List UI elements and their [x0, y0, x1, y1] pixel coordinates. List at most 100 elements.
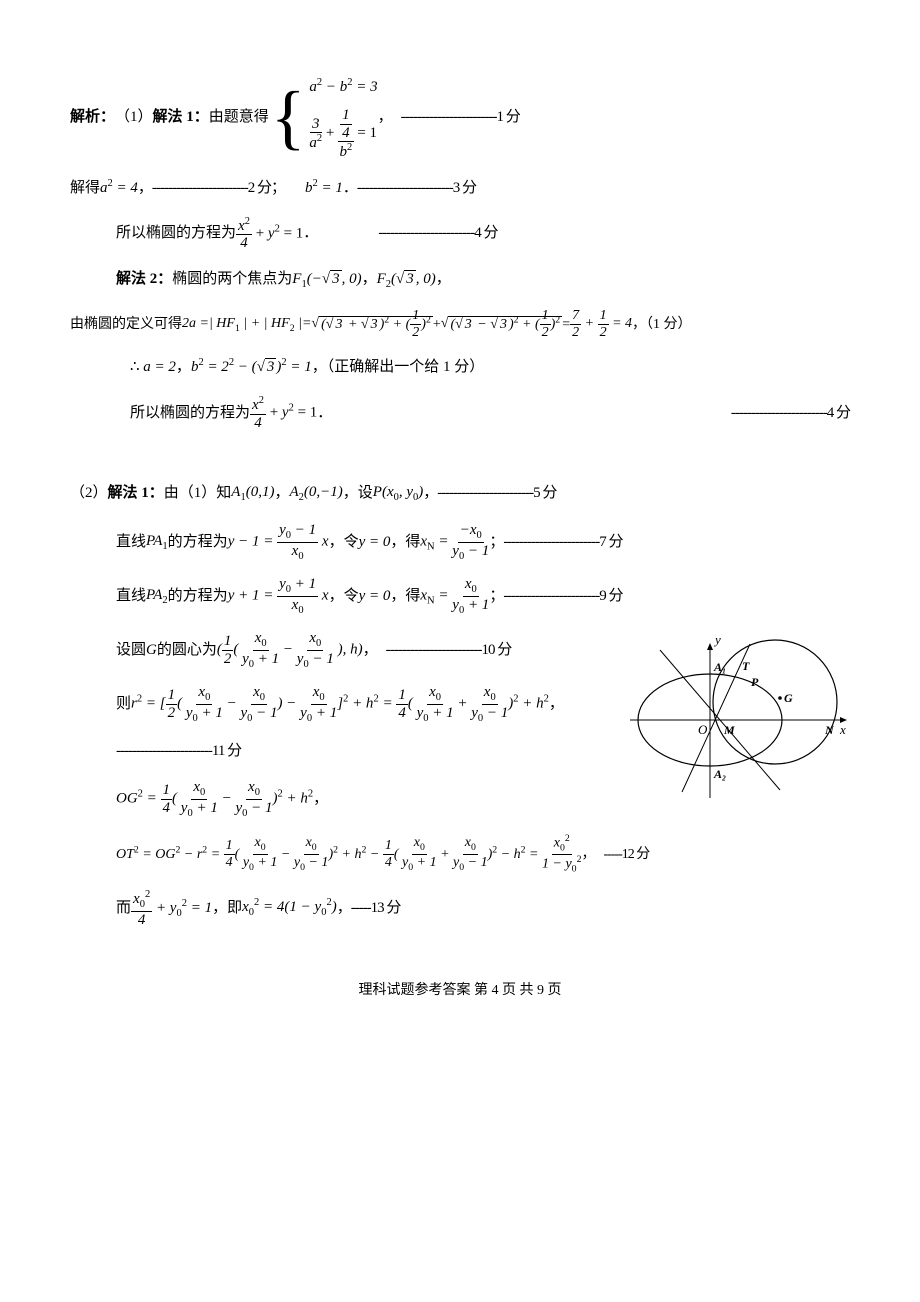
text-let-y0: ，令: [329, 529, 359, 556]
score-13: ，-----13 分: [337, 895, 401, 922]
comma-8a: ，: [274, 480, 289, 507]
label-T: T: [742, 659, 750, 673]
b-squared: b2 = 1: [305, 175, 343, 202]
score-12: -----12 分: [603, 842, 649, 867]
comma-13: ，: [313, 786, 328, 813]
text-solve: 解得: [70, 175, 100, 202]
label-M: M: [723, 723, 735, 737]
label-analysis: 解析：: [70, 104, 115, 131]
line-9: 直线 PA1 的方程为 y − 1 = y0 − 1x0 x ，令 y = 0 …: [70, 522, 850, 562]
text-foci: 椭圆的两个焦点为: [172, 266, 292, 293]
text-get: ，得: [390, 529, 420, 556]
pa1: PA1: [146, 528, 168, 557]
line-12b: ------------------------11 分: [70, 738, 610, 765]
text-center: 的圆心为: [157, 637, 217, 664]
comma-4a: ，: [362, 266, 377, 293]
center-expr: (12( x0y0 + 1 − x0y0 − 1 ), h): [217, 630, 363, 670]
line-6: ∴ a = 2 ， b2 = 22 − (√3)2 = 1 ，（正确解出一个给 …: [70, 354, 850, 381]
line-14: OT2 = OG2 − r2 = 14( x0y0 + 1 − x0y0 − 1…: [70, 834, 850, 875]
label-A1: A₁: [713, 660, 726, 674]
label-y: y: [713, 632, 721, 647]
pa1-eq: y − 1 = y0 − 1x0 x: [228, 522, 329, 562]
method-2: 解法 2：: [116, 266, 172, 293]
score-4: ------------------------4 分: [378, 220, 497, 247]
y-zero: y = 0: [359, 529, 391, 556]
line-1: 解析： （1） 解法 1： 由题意得 { a2 − b2 = 3 3a2 + 1…: [70, 74, 850, 161]
sqrt-1: √(√3 + √3)2 + (12)2: [311, 308, 432, 340]
eq-2a: 2a =| HF1 | + | HF2 |=: [182, 311, 311, 337]
page-footer: 理科试题参考答案 第 4 页 共 9 页: [70, 978, 850, 1003]
geometry-diagram: y x O A₁ A₂ T P G M N: [620, 630, 850, 810]
therefore-a: ∴ a = 2: [130, 354, 176, 381]
ellipse-cond: x024 + y02 = 1: [131, 889, 212, 928]
g-letter: G: [146, 637, 157, 664]
sqrt-2: √(√3 − √3)2 + (12)2: [441, 308, 562, 340]
text-ellipse-eq: 所以椭圆的方程为: [116, 220, 236, 247]
label-A2: A₂: [713, 767, 726, 781]
text-from-1: 由（1）知: [164, 480, 232, 507]
note-1pt: ，（正确解出一个给 1 分）: [312, 354, 485, 381]
text-eq-of-2: 的方程为: [168, 583, 228, 610]
system-equations: a2 − b2 = 3 3a2 + 14 b2 = 1: [309, 74, 377, 161]
x0-squared: x02 = 4(1 − y02): [242, 894, 337, 923]
pa2-eq: y + 1 = y0 + 1x0 x: [228, 576, 329, 616]
r-squared: r2 = [12( x0y0 + 1 − x0y0 − 1) − x0y0 + …: [131, 684, 549, 724]
label-x: x: [839, 722, 846, 737]
text-definition: 由椭圆的定义可得: [70, 312, 182, 337]
score-3: ．------------------------3 分: [343, 175, 476, 202]
text-let-y0-2: ，令: [329, 583, 359, 610]
text-and: 而: [116, 895, 131, 922]
score-7: ；------------------------7 分: [489, 529, 622, 556]
period-7: ．: [317, 400, 332, 427]
part-2: （2）: [70, 480, 108, 507]
ellipse-equation: x24 + y2 = 1: [236, 216, 303, 252]
score-9: ；------------------------9 分: [489, 583, 622, 610]
footer-text: 理科试题参考答案 第 4 页 共 9 页: [359, 983, 562, 998]
label-G: G: [784, 691, 793, 705]
text-get-2: ，得: [390, 583, 420, 610]
a-squared: a2 = 4: [100, 175, 138, 202]
score-11: ------------------------11 分: [116, 738, 241, 765]
ellipse-equation-2: x24 + y2 = 1: [250, 395, 317, 431]
score-10: ------------------------10 分: [386, 637, 512, 664]
comma-14: ，: [581, 842, 595, 867]
comma-11: ，: [363, 637, 378, 664]
label-N: N: [824, 723, 835, 737]
text-ie: ，即: [212, 895, 242, 922]
line-7: 所以椭圆的方程为 x24 + y2 = 1 ． ----------------…: [70, 395, 850, 431]
ot-squared: OT2 = OG2 − r2 = 14( x0y0 + 1 − x0y0 − 1…: [116, 834, 581, 875]
line-5: 由椭圆的定义可得 2a =| HF1 | + | HF2 |= √(√3 + √…: [70, 308, 850, 340]
period: ．: [303, 220, 318, 247]
f1: F1(−√3, 0): [292, 266, 361, 295]
f2: F2(√3, 0): [377, 266, 436, 295]
frac-72: 72 + 12 = 4: [570, 308, 632, 340]
comma-12: ，: [549, 691, 564, 718]
a2-point: A2(0,−1): [289, 479, 342, 508]
pa2: PA2: [146, 582, 168, 611]
score-1pt: ，（1 分）: [632, 312, 692, 337]
line-13: OG2 = 14( x0y0 + 1 − x0y0 − 1)2 + h2 ，: [70, 779, 610, 819]
b-calc: b2 = 22 − (√3)2 = 1: [191, 354, 312, 381]
line-10: 直线 PA2 的方程为 y + 1 = y0 + 1x0 x ，令 y = 0 …: [70, 576, 850, 616]
text-line: 直线: [116, 529, 146, 556]
line-2: 解得 a2 = 4 ，------------------------2 分； …: [70, 175, 850, 202]
text-circle-g: 设圆: [116, 637, 146, 664]
line-11: 设圆 G 的圆心为 (12( x0y0 + 1 − x0y0 − 1 ), h)…: [70, 630, 610, 670]
text-then: 则: [116, 691, 131, 718]
line-4: 解法 2： 椭圆的两个焦点为 F1(−√3, 0) ， F2(√3, 0) ，: [70, 266, 850, 295]
y-zero-2: y = 0: [359, 583, 391, 610]
text-ellipse-eq-2: 所以椭圆的方程为: [130, 400, 250, 427]
score-2: ，------------------------2 分；: [138, 175, 285, 202]
method-1b: 解法 1：: [108, 480, 164, 507]
label-P: P: [751, 675, 759, 689]
score-1: ------------------------1 分: [401, 104, 520, 131]
comma-6: ，: [176, 354, 191, 381]
line-15: 而 x024 + y02 = 1 ，即 x02 = 4(1 − y02) ，--…: [70, 889, 850, 928]
comma: ，: [378, 104, 393, 131]
method-1: 解法 1：: [153, 104, 209, 131]
score-5: ，------------------------5 分: [423, 480, 556, 507]
score-4b: ------------------------4 分: [731, 400, 850, 427]
comma-4b: ，: [436, 266, 451, 293]
xn-1: xN = −x0y0 − 1: [420, 522, 489, 562]
line-12: 则 r2 = [12( x0y0 + 1 − x0y0 − 1) − x0y0 …: [70, 684, 610, 724]
